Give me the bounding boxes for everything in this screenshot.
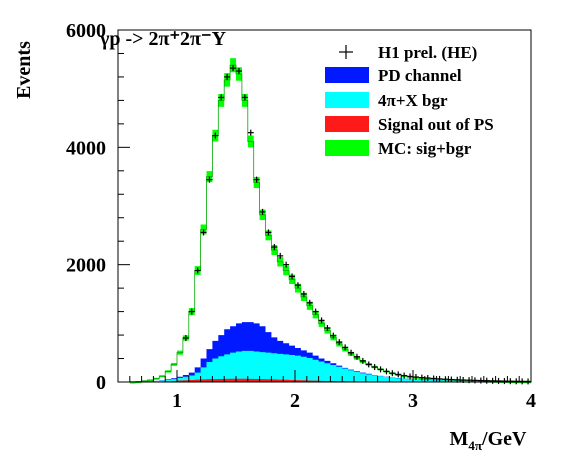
data-point: [377, 366, 384, 373]
y-tick-label: 6000: [66, 20, 106, 42]
data-point: [371, 364, 378, 371]
mc-band-bin: [147, 379, 154, 382]
data-point: [241, 94, 248, 101]
legend-swatch: [325, 92, 369, 108]
legend-item: 4π+X bgr: [325, 91, 448, 110]
plot-frame: [117, 29, 532, 383]
signal-out-of-ps-area: [118, 378, 531, 382]
data-point: [235, 68, 242, 75]
x-tick-label: 1: [172, 390, 182, 412]
legend-item: Signal out of PS: [325, 115, 494, 134]
y-tick-label: 2000: [66, 255, 106, 277]
legend-label: MC: sig+bgr: [378, 139, 472, 158]
data-point: [259, 208, 266, 215]
data-point: [212, 132, 219, 139]
bgr-area: [118, 350, 531, 382]
x-tick-label: 2: [290, 390, 300, 412]
legend-item: H1 prel. (HE): [339, 43, 477, 62]
bgr-series: [118, 350, 531, 382]
data-point: [206, 176, 213, 183]
data-point: [495, 377, 502, 384]
y-tick-label: 4000: [66, 137, 106, 159]
data-point: [418, 374, 425, 381]
x-axis-ticks: 1 2 3 4: [129, 370, 536, 412]
data-point: [306, 299, 313, 306]
data-point: [483, 377, 490, 384]
data-point: [525, 378, 532, 385]
legend-item: PD channel: [325, 66, 462, 85]
data-point: [359, 357, 366, 364]
legend-swatch: [325, 67, 369, 83]
data-point: [389, 370, 396, 377]
data-point: [365, 361, 372, 368]
data-point: [253, 176, 260, 183]
data-point: [188, 308, 195, 315]
data-point: [294, 282, 301, 289]
data-point: [442, 376, 449, 383]
legend-item: MC: sig+bgr: [325, 139, 472, 158]
data-point: [224, 73, 231, 80]
mc-band-bin: [129, 381, 136, 384]
legend-label: 4π+X bgr: [378, 91, 448, 110]
data-point: [283, 261, 290, 268]
chart-title: γp -> 2π⁺2π⁻Y: [99, 28, 227, 50]
data-point: [336, 339, 343, 346]
data-point: [430, 375, 437, 382]
data-point: [424, 375, 431, 382]
data-point: [218, 94, 225, 101]
data-point: [401, 372, 408, 379]
data-point: [230, 65, 237, 72]
data-point: [330, 332, 337, 339]
data-point: [200, 229, 207, 236]
data-point: [407, 373, 414, 380]
data-point: [312, 308, 319, 315]
y-tick-label: 0: [96, 372, 106, 394]
data-point: [501, 378, 508, 385]
data-point: [519, 378, 526, 385]
x-tick-label: 4: [526, 390, 536, 412]
data-point: [277, 252, 284, 259]
data-point: [513, 378, 520, 385]
data-point: [324, 325, 331, 332]
y-axis-ticks: 0 2000 4000 6000: [66, 20, 130, 394]
data-point: [247, 129, 254, 136]
data-point: [383, 368, 390, 375]
y-axis-label: Events: [13, 41, 35, 99]
data-point: [342, 344, 349, 351]
data-point: [348, 349, 355, 356]
data-point: [271, 244, 278, 251]
data-point: [436, 375, 443, 382]
data-point: [182, 335, 189, 341]
mc-central-line: [118, 64, 531, 383]
h1-data-series: [182, 65, 532, 385]
signal-out-of-ps-series: [118, 378, 531, 382]
data-point: [318, 317, 325, 324]
data-point: [477, 377, 484, 384]
legend-label: H1 prel. (HE): [378, 43, 477, 62]
data-point: [289, 273, 296, 280]
legend: H1 prel. (HE) PD channel 4π+X bgr Signal ou…: [325, 43, 494, 158]
legend-label: PD channel: [378, 66, 462, 85]
legend-swatch: [325, 140, 369, 156]
data-point: [194, 267, 201, 274]
x-axis-label: M4π/GeV: [450, 428, 528, 453]
data-point: [353, 353, 360, 360]
data-point: [489, 377, 496, 384]
data-point: [507, 378, 514, 385]
x-tick-label: 3: [408, 390, 418, 412]
legend-label: Signal out of PS: [378, 115, 494, 134]
mc-sig-bgr-line: [118, 64, 531, 383]
data-point: [265, 229, 272, 236]
data-point: [412, 374, 419, 381]
legend-swatch: [325, 116, 369, 132]
data-point: [395, 371, 402, 378]
data-point: [300, 291, 307, 297]
